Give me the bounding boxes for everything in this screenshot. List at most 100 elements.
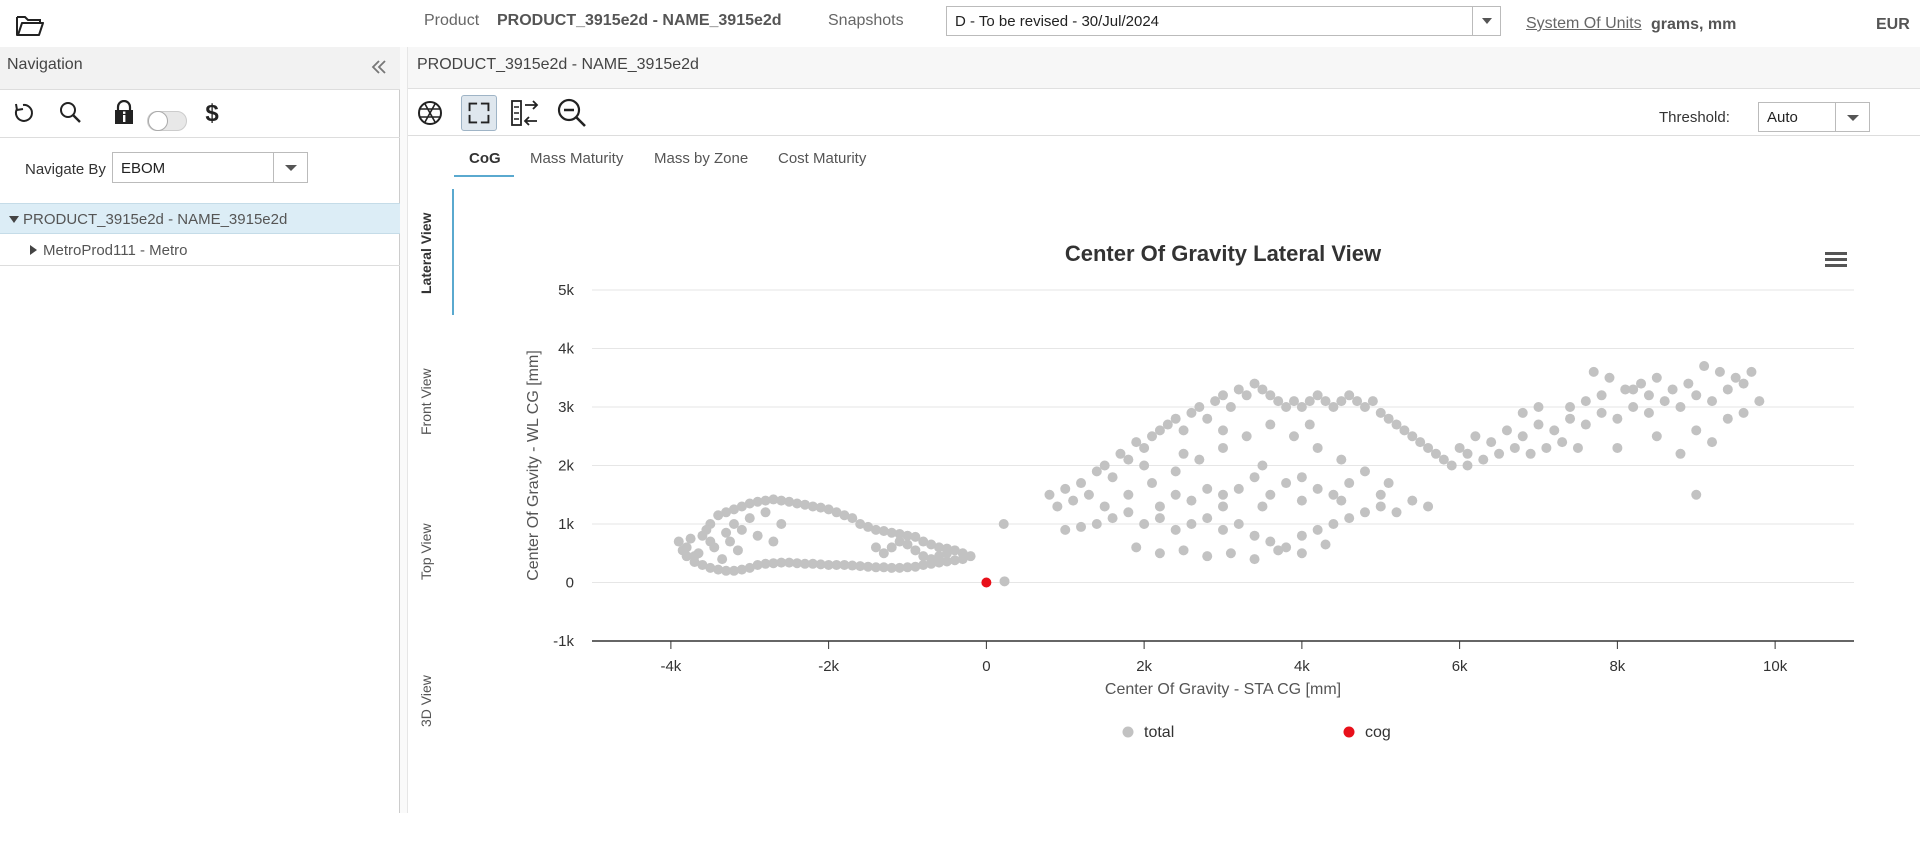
chevron-down-icon[interactable] xyxy=(1472,7,1500,35)
dollar-icon[interactable]: $ xyxy=(199,100,225,126)
wireframe-icon[interactable] xyxy=(412,95,448,131)
total-point xyxy=(1099,501,1110,512)
total-point xyxy=(752,530,763,541)
total-point xyxy=(799,499,810,510)
total-point xyxy=(1154,548,1165,559)
total-point xyxy=(941,548,952,559)
top-bar: Product PRODUCT_3915e2d - NAME_3915e2d S… xyxy=(0,0,1920,47)
total-point xyxy=(1691,489,1702,500)
chevron-down-icon[interactable] xyxy=(273,153,307,182)
chevron-down-icon[interactable] xyxy=(1835,103,1869,131)
lock-info-icon[interactable] xyxy=(111,100,137,126)
total-point xyxy=(878,548,889,559)
navigation-header: Navigation xyxy=(0,47,400,90)
total-point xyxy=(855,561,866,572)
tab-cog[interactable]: CoG xyxy=(469,150,501,167)
total-point xyxy=(1170,413,1181,424)
chart-menu-icon[interactable] xyxy=(1825,252,1847,270)
total-point xyxy=(744,498,755,509)
collapse-icon[interactable] xyxy=(370,59,388,75)
total-point xyxy=(1391,507,1402,518)
snapshot-select[interactable]: D - To be revised - 30/Jul/2024 xyxy=(946,6,1501,36)
total-point xyxy=(1210,396,1221,407)
total-point xyxy=(1265,489,1276,500)
total-point xyxy=(1296,402,1307,412)
open-folder-icon[interactable] xyxy=(16,14,44,36)
total-point xyxy=(1281,402,1292,412)
panel-splitter[interactable] xyxy=(400,47,408,813)
total-point xyxy=(957,554,968,565)
total-point xyxy=(693,548,704,559)
tree-item-metro[interactable]: MetroProd111 - Metro xyxy=(0,235,400,266)
total-point xyxy=(1643,407,1654,418)
total-point xyxy=(1147,478,1158,489)
total-point xyxy=(1060,483,1071,494)
zoom-out-icon[interactable] xyxy=(554,95,590,131)
total-point xyxy=(1241,431,1252,442)
total-point xyxy=(736,564,747,575)
tab-cost-maturity[interactable]: Cost Maturity xyxy=(778,150,867,167)
total-point xyxy=(1296,530,1307,541)
total-point xyxy=(1162,419,1173,430)
total-point xyxy=(1572,442,1583,453)
total-point xyxy=(1154,513,1165,524)
total-point xyxy=(1344,390,1355,401)
tab-mass-maturity[interactable]: Mass Maturity xyxy=(530,150,624,167)
total-point xyxy=(1494,448,1505,459)
total-point xyxy=(1375,489,1386,500)
total-point xyxy=(1218,390,1228,401)
total-point xyxy=(1225,548,1236,559)
total-point xyxy=(1501,425,1512,436)
y-tick-label: -1k xyxy=(553,633,574,650)
total-point xyxy=(926,554,937,565)
lock-toggle[interactable] xyxy=(147,111,187,131)
x-tick-label: 8k xyxy=(1609,658,1625,675)
tree-item-product[interactable]: PRODUCT_3915e2d - NAME_3915e2d xyxy=(0,203,400,234)
total-point xyxy=(1651,431,1662,442)
total-point xyxy=(1344,513,1355,524)
total-point xyxy=(721,507,732,518)
total-point xyxy=(713,510,724,521)
navigate-by-select[interactable]: EBOM xyxy=(112,152,308,183)
total-point xyxy=(1139,442,1150,453)
total-point xyxy=(1249,530,1260,541)
total-point xyxy=(1233,384,1244,395)
total-point xyxy=(1202,551,1213,562)
tree-item-label: MetroProd111 - Metro xyxy=(43,242,188,259)
total-point xyxy=(1628,384,1639,395)
total-point xyxy=(1462,448,1473,459)
system-of-units-link[interactable]: System Of Units xyxy=(1526,15,1642,32)
total-point xyxy=(807,558,818,569)
fit-to-screen-icon[interactable] xyxy=(461,95,497,131)
x-tick-label: 6k xyxy=(1452,658,1468,675)
total-point xyxy=(689,557,700,568)
total-point xyxy=(1533,419,1544,430)
search-icon[interactable] xyxy=(57,100,83,126)
total-point xyxy=(1415,437,1426,448)
cog-point xyxy=(981,577,992,588)
total-point xyxy=(1044,489,1055,500)
expanded-caret-icon[interactable] xyxy=(9,216,19,224)
swap-axes-icon[interactable] xyxy=(507,95,543,131)
total-point xyxy=(1233,519,1244,529)
total-point xyxy=(1296,548,1307,559)
total-point xyxy=(815,502,826,513)
total-point xyxy=(1430,448,1441,459)
total-point xyxy=(1178,545,1189,556)
total-point xyxy=(1399,425,1410,436)
threshold-value: Auto xyxy=(1767,109,1798,126)
total-point xyxy=(1541,442,1552,453)
tab-mass-by-zone[interactable]: Mass by Zone xyxy=(654,150,749,167)
collapsed-caret-icon[interactable] xyxy=(30,245,38,255)
refresh-icon[interactable] xyxy=(11,100,37,126)
total-point xyxy=(1352,396,1363,407)
total-point xyxy=(1312,524,1323,535)
total-point xyxy=(697,559,708,570)
total-point xyxy=(1218,489,1228,500)
total-point xyxy=(831,559,842,570)
total-point xyxy=(1470,431,1481,442)
total-point xyxy=(941,556,952,567)
total-point xyxy=(1707,396,1718,407)
threshold-select[interactable]: Auto xyxy=(1758,102,1870,132)
y-axis-label: Center Of Gravity - WL CG [mm] xyxy=(525,350,542,581)
